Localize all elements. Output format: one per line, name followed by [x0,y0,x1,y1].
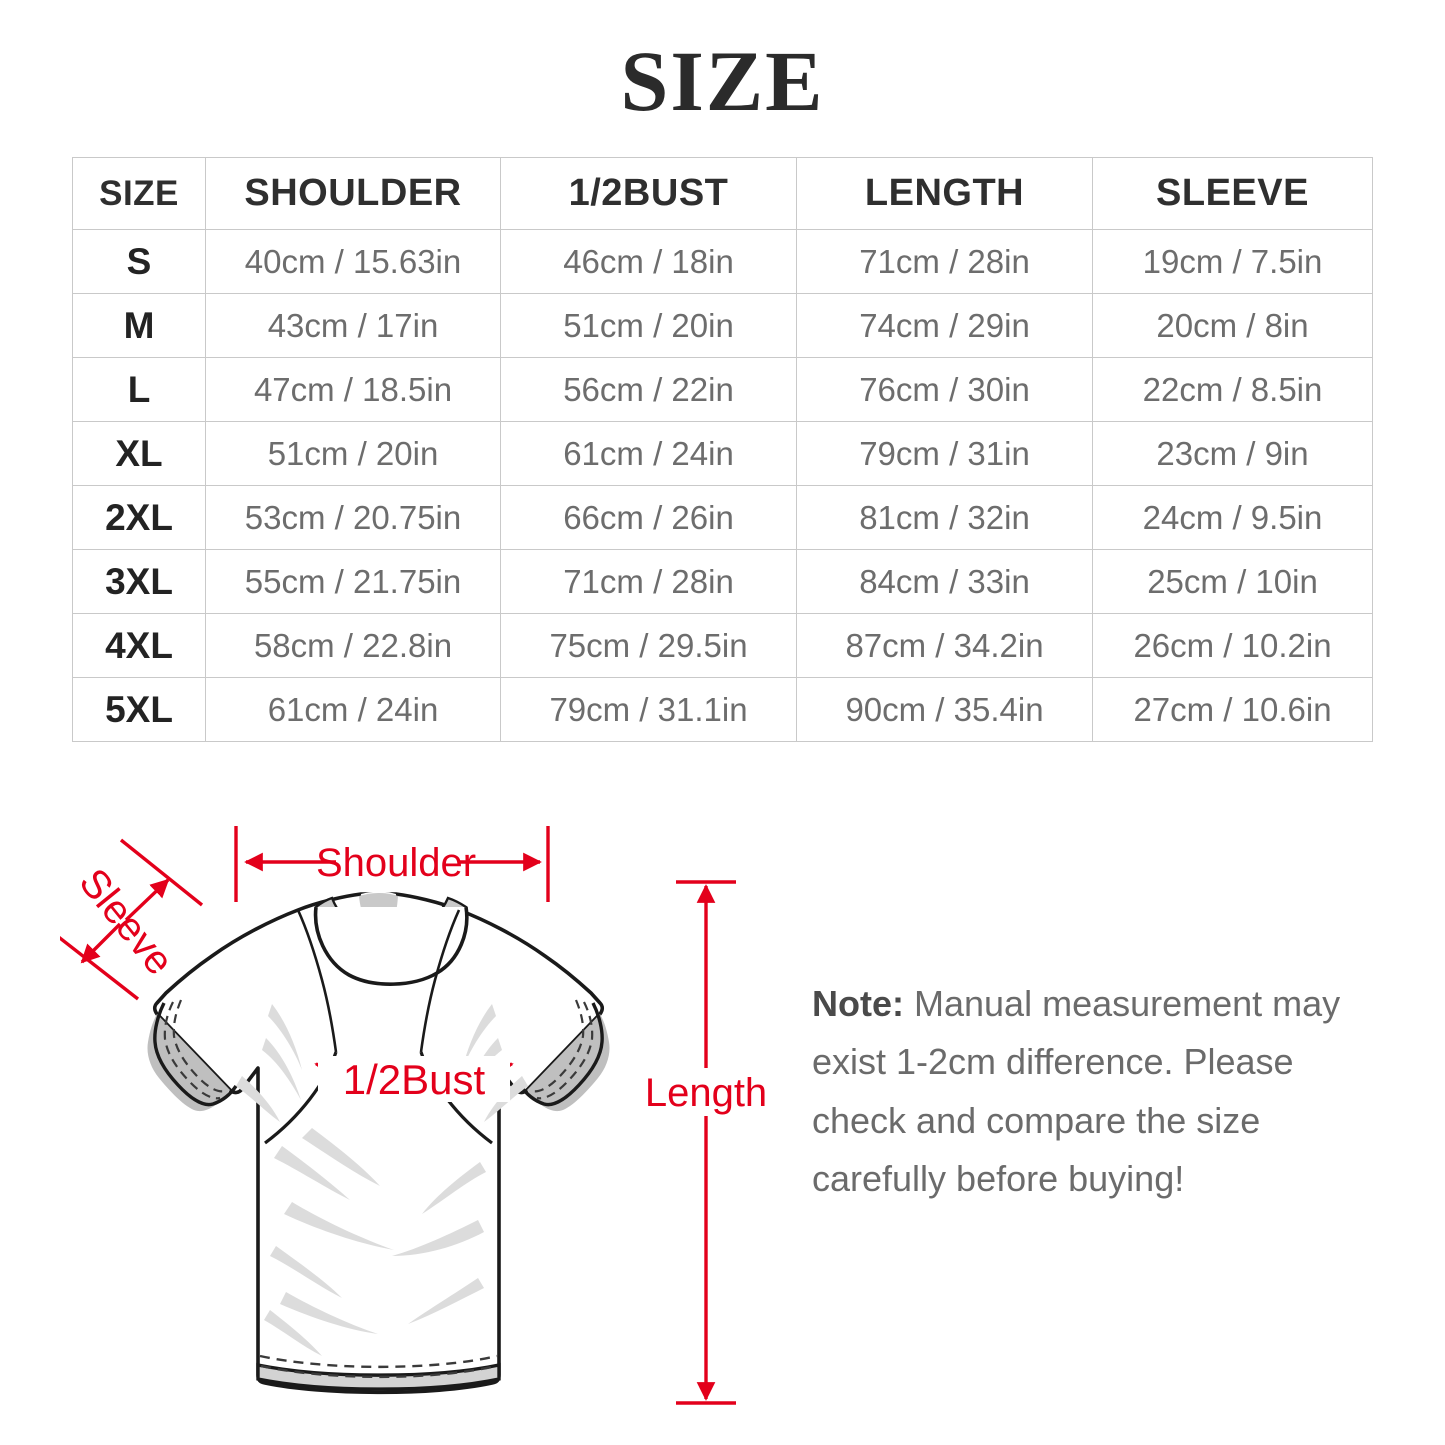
right-cuff-stitch [536,1001,594,1100]
cell-bust: 79cm / 31.1in [500,677,797,742]
hem-stitch-1 [259,1354,498,1369]
cell-size: 4XL [72,613,206,678]
bottom-hem [256,1362,501,1391]
sleeve-label: Sleeve [71,860,182,983]
cell-size: M [72,293,206,358]
cell-shoulder: 61cm / 24in [205,677,501,742]
collar-front [313,906,469,986]
cell-length: 74cm / 29in [796,293,1093,358]
cell-shoulder: 40cm / 15.63in [205,229,501,294]
cell-sleeve: 23cm / 9in [1092,421,1373,486]
cell-bust: 61cm / 24in [500,421,797,486]
table-body: S 40cm / 15.63in 46cm / 18in 71cm / 28in… [72,229,1373,742]
right-cuff-edge [519,1002,604,1107]
table-row: S 40cm / 15.63in 46cm / 18in 71cm / 28in… [72,229,1373,294]
cell-length: 71cm / 28in [796,229,1093,294]
left-cuff-edge [153,1002,238,1107]
column-header-shoulder: SHOULDER [205,157,501,230]
cell-sleeve: 26cm / 10.2in [1092,613,1373,678]
cell-length: 87cm / 34.2in [796,613,1093,678]
sleeve-tick-top [119,838,204,907]
right-shoulder-seam [419,909,461,1053]
left-cuff-inner [147,1014,230,1112]
column-header-sleeve: SLEEVE [1092,157,1373,230]
right-cuff-stitch-2 [531,999,585,1093]
table-row: XL 51cm / 20in 61cm / 24in 79cm / 31in 2… [72,421,1373,486]
cell-size: 5XL [72,677,206,742]
sleeve-arrow-up [124,878,170,922]
cell-length: 90cm / 35.4in [796,677,1093,742]
sleeve-arrow-down [80,922,122,964]
size-table: SIZE SHOULDER 1/2BUST LENGTH SLEEVE S 40… [72,157,1373,742]
bust-label: 1/2Bust [343,1056,486,1103]
table-row: 4XL 58cm / 22.8in 75cm / 29.5in 87cm / 3… [72,613,1373,678]
cell-sleeve: 20cm / 8in [1092,293,1373,358]
page-title: SIZE [620,33,825,129]
column-header-length: LENGTH [796,157,1093,230]
shoulder-label: Shoulder [316,841,476,885]
bust-dimension: 1/2Bust [314,1056,514,1103]
shoulder-dimension: Shoulder [234,826,550,902]
cell-shoulder: 51cm / 20in [205,421,501,486]
sleeve-dimension: Sleeve [60,838,204,1001]
left-shoulder-seam [296,909,338,1053]
bust-label-backdrop [318,1056,510,1102]
cell-sleeve: 25cm / 10in [1092,549,1373,614]
cell-size: XL [72,421,206,486]
cell-bust: 71cm / 28in [500,549,797,614]
sleeve-tick-bottom [60,935,140,1001]
cell-bust: 66cm / 26in [500,485,797,550]
left-cuff-stitch [163,1001,221,1100]
table-row: M 43cm / 17in 51cm / 20in 74cm / 29in 20… [72,293,1373,358]
tshirt-measurement-diagram: Shoulder Sleeve 1/2Bust [0,770,1445,1445]
cell-bust: 51cm / 20in [500,293,797,358]
cell-shoulder: 47cm / 18.5in [205,357,501,422]
cell-shoulder: 58cm / 22.8in [205,613,501,678]
cell-shoulder: 55cm / 21.75in [205,549,501,614]
length-label: Length [645,1071,767,1115]
column-header-bust: 1/2BUST [500,157,797,230]
table-row: 3XL 55cm / 21.75in 71cm / 28in 84cm / 33… [72,549,1373,614]
cell-bust: 46cm / 18in [500,229,797,294]
column-header-size: SIZE [72,157,206,230]
cell-size: L [72,357,206,422]
note-label: Note: [812,983,904,1024]
cell-length: 79cm / 31in [796,421,1093,486]
cell-sleeve: 22cm / 8.5in [1092,357,1373,422]
cell-sleeve: 24cm / 9.5in [1092,485,1373,550]
cell-sleeve: 27cm / 10.6in [1092,677,1373,742]
tshirt-illustration: Shoulder Sleeve 1/2Bust [60,826,767,1405]
length-label-backdrop [650,1068,762,1116]
cell-bust: 75cm / 29.5in [500,613,797,678]
table-head: SIZE SHOULDER 1/2BUST LENGTH SLEEVE [72,157,1373,230]
cell-shoulder: 53cm / 20.75in [205,485,501,550]
length-dimension: Length [645,880,767,1405]
cell-length: 84cm / 33in [796,549,1093,614]
cell-shoulder: 43cm / 17in [205,293,501,358]
cell-size: 3XL [72,549,206,614]
note-text: Manual measurement may exist 1-2cm diffe… [812,983,1341,1199]
fabric-folds [236,1004,528,1356]
table-row: 2XL 53cm / 20.75in 66cm / 26in 81cm / 32… [72,485,1373,550]
hem-stitch-2 [260,1364,497,1379]
cell-length: 81cm / 32in [796,485,1093,550]
table-row: L 47cm / 18.5in 56cm / 22in 76cm / 30in … [72,357,1373,422]
left-cuff-stitch-2 [172,999,226,1093]
cell-size: 2XL [72,485,206,550]
cell-size: S [72,229,206,294]
cell-sleeve: 19cm / 7.5in [1092,229,1373,294]
right-cuff-inner [527,1014,610,1112]
tshirt-body-shape [147,891,610,1395]
cell-bust: 56cm / 22in [500,357,797,422]
cell-length: 76cm / 30in [796,357,1093,422]
table-row: 5XL 61cm / 24in 79cm / 31.1in 90cm / 35.… [72,677,1373,742]
table-header-row: SIZE SHOULDER 1/2BUST LENGTH SLEEVE [72,157,1373,230]
note-block: Note: Manual measurement may exist 1-2cm… [812,975,1392,1208]
